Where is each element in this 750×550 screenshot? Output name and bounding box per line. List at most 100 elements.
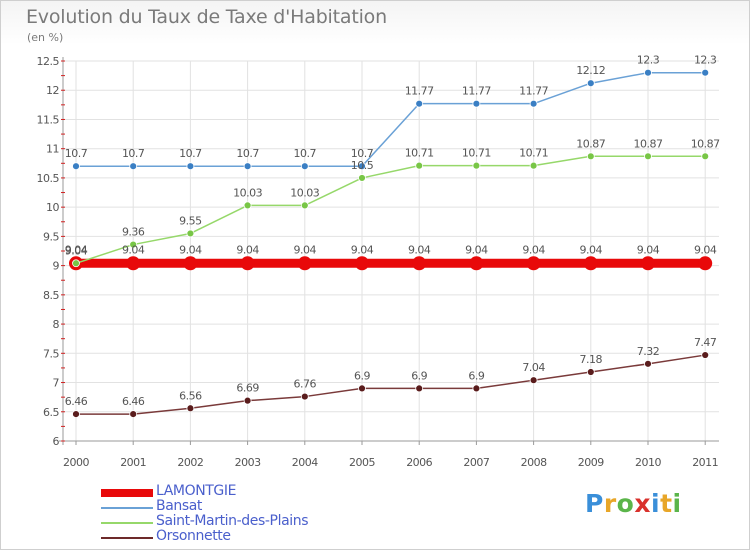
data-label-saint-martin: 10.5 — [351, 159, 374, 172]
data-point-orsonnette — [72, 410, 80, 419]
data-label-bansat: 10.7 — [294, 147, 317, 160]
y-tick-label: 7 — [53, 377, 60, 390]
data-label-bansat: 11.77 — [519, 85, 548, 98]
data-label-lamontgie: 9.04 — [465, 243, 488, 256]
legend-label: Orsonnette — [156, 528, 231, 544]
data-label-saint-martin: 10.87 — [691, 137, 720, 150]
data-label-orsonnette: 6.46 — [122, 395, 145, 408]
data-label-lamontgie: 9.04 — [351, 243, 374, 256]
data-point-orsonnette — [243, 396, 252, 405]
x-tick-label: 2006 — [406, 456, 432, 469]
data-label-lamontgie: 9.04 — [408, 243, 431, 256]
y-tick-label: 12.5 — [37, 55, 60, 68]
data-point-orsonnette — [300, 392, 309, 401]
data-point-bansat — [358, 162, 366, 171]
data-point-saint-martin — [529, 161, 538, 170]
chart-title: Evolution du Taux de Taxe d'Habitation — [26, 6, 387, 28]
data-point-saint-martin — [358, 174, 366, 182]
data-point-saint-martin — [586, 152, 595, 161]
legend-swatch — [101, 489, 153, 497]
data-label-orsonnette: 6.69 — [236, 382, 259, 395]
series-line-saint-martin — [75, 155, 706, 264]
data-point-bansat — [129, 162, 138, 171]
data-point-saint-martin — [701, 152, 710, 161]
legend-label: LAMONTGIE — [156, 483, 237, 499]
data-label-saint-martin: 9.36 — [122, 226, 145, 239]
data-point-orsonnette — [415, 384, 424, 393]
data-point-bansat — [586, 79, 595, 88]
data-label-bansat: 10.7 — [351, 147, 374, 160]
data-label-orsonnette: 7.18 — [580, 353, 603, 366]
x-tick-label: 2004 — [292, 456, 318, 469]
legend-swatch — [101, 537, 153, 539]
data-point-saint-martin — [415, 161, 424, 170]
data-point-bansat — [472, 99, 481, 108]
data-label-orsonnette: 7.04 — [522, 361, 545, 374]
logo-letter: i — [672, 489, 682, 518]
data-label-orsonnette: 7.32 — [637, 345, 660, 358]
data-label-bansat: 10.7 — [236, 147, 259, 160]
data-point-orsonnette — [586, 368, 595, 376]
legend-swatch — [101, 507, 153, 509]
data-point-lamontgie — [526, 256, 541, 271]
data-label-bansat: 10.7 — [179, 147, 202, 160]
x-tick-label: 2000 — [63, 456, 89, 469]
x-tick-label: 2008 — [521, 456, 547, 469]
y-tick-label: 8.5 — [43, 289, 59, 302]
x-tick-label: 2007 — [463, 456, 489, 469]
data-point-bansat — [72, 162, 80, 171]
y-tick-label: 12 — [46, 84, 59, 97]
data-point-bansat — [300, 162, 309, 171]
y-tick-label: 11 — [46, 143, 59, 156]
logo-letter: P — [585, 489, 604, 518]
x-tick-label: 2010 — [635, 456, 661, 469]
data-label-orsonnette: 6.56 — [179, 389, 202, 402]
logo-letter: x — [634, 489, 651, 518]
data-point-lamontgie — [412, 256, 427, 271]
data-point-lamontgie — [183, 256, 198, 271]
data-point-orsonnette — [472, 384, 481, 393]
data-point-lamontgie — [126, 256, 141, 271]
y-tick-label: 11.5 — [37, 113, 60, 126]
data-label-saint-martin: 10.03 — [290, 186, 319, 199]
x-tick-label: 2002 — [177, 456, 203, 469]
data-label-saint-martin: 10.87 — [634, 137, 663, 150]
data-point-lamontgie — [240, 256, 255, 271]
y-tick-label: 7.5 — [43, 347, 59, 360]
data-point-bansat — [415, 99, 424, 108]
data-label-lamontgie: 9.04 — [294, 243, 317, 256]
data-point-saint-martin — [300, 201, 309, 210]
data-point-bansat — [644, 68, 652, 77]
y-tick-label: 8 — [53, 318, 60, 331]
legend-swatch — [101, 522, 153, 524]
data-point-lamontgie — [641, 256, 655, 271]
y-tick-label: 9 — [53, 260, 60, 273]
data-label-lamontgie: 9.04 — [694, 243, 717, 256]
data-point-orsonnette — [358, 384, 366, 393]
data-point-saint-martin — [129, 240, 138, 249]
data-label-orsonnette: 6.9 — [411, 369, 427, 382]
data-point-saint-martin — [72, 259, 80, 268]
y-tick-label: 9.5 — [43, 230, 59, 243]
data-label-lamontgie: 9.04 — [179, 243, 202, 256]
data-label-orsonnette: 6.76 — [294, 378, 317, 391]
data-label-orsonnette: 6.9 — [468, 369, 484, 382]
data-point-lamontgie — [297, 256, 312, 271]
y-tick-label: 6.5 — [43, 406, 59, 419]
logo-letter: t — [660, 489, 673, 518]
y-tick-label: 6 — [53, 435, 60, 448]
data-point-saint-martin — [644, 152, 652, 161]
data-point-orsonnette — [186, 404, 195, 413]
x-tick-label: 2009 — [578, 456, 604, 469]
x-tick-label: 2001 — [120, 456, 146, 469]
series-line-bansat — [76, 71, 706, 167]
data-label-lamontgie: 9.04 — [637, 243, 660, 256]
logo-letter: o — [616, 489, 635, 518]
data-point-bansat — [529, 99, 538, 108]
x-tick-label: 2005 — [349, 456, 375, 469]
data-label-lamontgie: 9.04 — [236, 243, 259, 256]
chart-subtitle: (en %) — [27, 31, 64, 44]
data-label-bansat: 11.77 — [462, 85, 491, 98]
data-label-saint-martin: 10.87 — [576, 137, 605, 150]
